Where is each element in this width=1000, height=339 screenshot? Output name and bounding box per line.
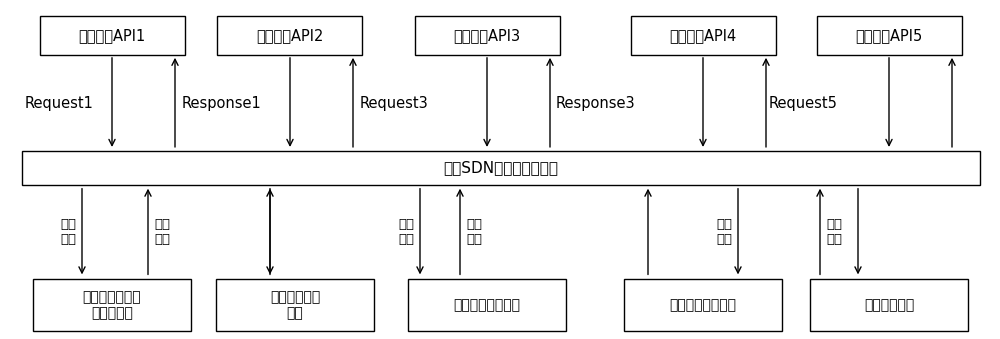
Text: 事件
分发: 事件 分发 bbox=[60, 218, 76, 245]
Text: 跨网调度管理模块: 跨网调度管理模块 bbox=[670, 298, 736, 312]
Text: 北向接口API4: 北向接口API4 bbox=[669, 28, 737, 43]
Text: 事件
响应: 事件 响应 bbox=[826, 218, 842, 245]
Text: 事件
分发: 事件 分发 bbox=[398, 218, 414, 245]
Text: 北向接口API3: 北向接口API3 bbox=[453, 28, 521, 43]
Text: 设备信息管理
模块: 设备信息管理 模块 bbox=[270, 290, 320, 320]
Text: Response3: Response3 bbox=[556, 96, 636, 111]
Bar bbox=[816, 16, 962, 55]
Text: 事件
分发: 事件 分发 bbox=[716, 218, 732, 245]
Bar bbox=[216, 279, 374, 332]
Bar bbox=[40, 16, 184, 55]
Bar bbox=[631, 16, 776, 55]
Bar bbox=[415, 16, 560, 55]
Text: 路由、链路、超
帧管理模块: 路由、链路、超 帧管理模块 bbox=[83, 290, 141, 320]
Text: 北向接口API1: 北向接口API1 bbox=[78, 28, 146, 43]
Text: 工业SDN控制器事件机制: 工业SDN控制器事件机制 bbox=[444, 160, 558, 175]
Text: 网络信息管理模块: 网络信息管理模块 bbox=[454, 298, 520, 312]
Text: Request3: Request3 bbox=[360, 96, 429, 111]
Text: 事件
响应: 事件 响应 bbox=[154, 218, 170, 245]
Bar bbox=[408, 279, 566, 332]
Bar bbox=[33, 279, 191, 332]
Text: Request1: Request1 bbox=[25, 96, 94, 111]
Bar bbox=[810, 279, 968, 332]
Text: 事件
响应: 事件 响应 bbox=[466, 218, 482, 245]
Text: Request5: Request5 bbox=[769, 96, 838, 111]
Text: 北向接口API5: 北向接口API5 bbox=[855, 28, 923, 43]
Text: 北向接口API2: 北向接口API2 bbox=[256, 28, 324, 43]
Bar bbox=[217, 16, 362, 55]
Text: 流量管理模块: 流量管理模块 bbox=[864, 298, 914, 312]
Bar bbox=[624, 279, 782, 332]
Bar bbox=[22, 151, 980, 185]
Text: Response1: Response1 bbox=[182, 96, 262, 111]
